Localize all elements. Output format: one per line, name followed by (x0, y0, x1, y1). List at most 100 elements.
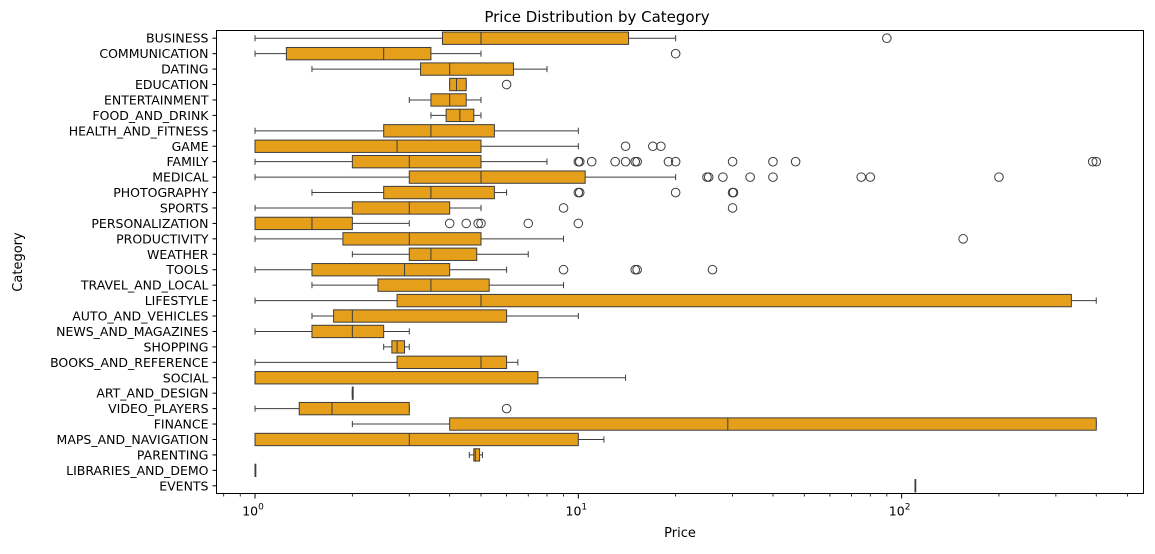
outlier-family (630, 156, 641, 167)
outlier-productivity (958, 234, 968, 244)
box-communication (285, 46, 432, 61)
outlier-sports (558, 203, 569, 213)
outlier-family (632, 156, 642, 167)
outlier-sports (727, 203, 738, 213)
box-business (441, 31, 630, 45)
outlier-family (1087, 156, 1098, 167)
category-label-game: GAME (172, 139, 209, 154)
outlier-tools (632, 264, 642, 275)
category-label-photography: PHOTOGRAPHY (113, 185, 209, 200)
category-label-libraries-and-demo: LIBRARIES_AND_DEMO (66, 463, 208, 478)
box-travel-and-local (377, 278, 490, 292)
box-video-players (298, 401, 410, 416)
outlier-medical (865, 172, 876, 182)
outlier-tools (558, 264, 569, 275)
category-label-entertainment: ENTERTAINMENT (104, 92, 209, 107)
box-social (254, 371, 539, 385)
outlier-family (768, 156, 778, 167)
y-axis-label: Category (11, 232, 26, 292)
outlier-video-players (501, 403, 512, 414)
outlier-business (882, 33, 892, 44)
outlier-photography (670, 187, 681, 198)
category-label-social: SOCIAL (163, 370, 209, 385)
outlier-family (727, 156, 738, 167)
outlier-family (586, 156, 597, 167)
box-game (254, 139, 482, 153)
category-label-video-players: VIDEO_PLAYERS (108, 401, 208, 416)
outlier-tools (630, 264, 641, 275)
outlier-personalization (461, 218, 472, 229)
category-label-books-and-reference: BOOKS_AND_REFERENCE (50, 355, 209, 370)
category-label-travel-and-local: TRAVEL_AND_LOCAL (80, 278, 209, 293)
x-axis-label: Price (664, 526, 696, 541)
outlier-medical (994, 172, 1004, 182)
outlier-personalization (444, 218, 455, 229)
outlier-medical (856, 172, 867, 182)
box-education (449, 77, 467, 92)
outlier-medical (718, 172, 728, 182)
plot-content: BUSINESSCOMMUNICATIONDATINGEDUCATIONENTE… (50, 31, 1128, 519)
outlier-family (574, 156, 585, 167)
plot-frame (216, 30, 1144, 494)
box-dating (420, 62, 514, 76)
category-label-personalization: PERSONALIZATION (91, 216, 208, 231)
box-tools (311, 263, 451, 277)
category-label-auto-and-vehicles: AUTO_AND_VEHICLES (72, 309, 208, 324)
outlier-communication (670, 48, 681, 59)
box-shopping (391, 340, 406, 354)
category-label-family: FAMILY (166, 154, 208, 169)
box-finance (449, 417, 1097, 431)
category-label-lifestyle: LIFESTYLE (145, 293, 209, 308)
x-tick-label: 100 (242, 503, 264, 519)
outlier-game (656, 141, 666, 152)
outlier-medical (703, 172, 714, 182)
outlier-family (620, 156, 631, 167)
category-label-events: EVENTS (159, 478, 208, 493)
outlier-family (663, 156, 674, 167)
outlier-personalization (476, 218, 486, 229)
category-label-maps-and-navigation: MAPS_AND_NAVIGATION (57, 432, 209, 447)
category-label-dating: DATING (161, 62, 208, 77)
category-label-art-and-design: ART_AND_DESIGN (96, 386, 208, 401)
box-medical (408, 170, 586, 184)
category-label-productivity: PRODUCTIVITY (116, 231, 209, 246)
box-weather (408, 247, 478, 261)
box-parenting (473, 448, 481, 462)
x-tick-label: 101 (566, 503, 588, 519)
outlier-personalization (523, 218, 534, 229)
outlier-photography (728, 187, 739, 198)
category-label-business: BUSINESS (146, 31, 209, 46)
box-maps-and-navigation (254, 432, 579, 447)
outlier-personalization (473, 218, 483, 229)
category-label-food-and-drink: FOOD_AND_DRINK (92, 108, 209, 123)
box-photography (383, 185, 495, 200)
outlier-family (610, 156, 620, 167)
box-personalization (254, 216, 353, 231)
outlier-medical (745, 172, 755, 182)
outlier-game (648, 141, 658, 152)
category-label-news-and-magazines: NEWS_AND_MAGAZINES (56, 324, 208, 339)
outlier-personalization (573, 218, 584, 229)
box-health-and-fitness (383, 124, 495, 138)
category-label-health-and-fitness: HEALTH_AND_FITNESS (69, 123, 209, 138)
category-label-medical: MEDICAL (152, 170, 208, 185)
box-entertainment (430, 93, 467, 107)
category-label-education: EDUCATION (135, 77, 209, 92)
outlier-tools (707, 264, 718, 275)
chart-title: Price Distribution by Category (484, 8, 709, 26)
x-tick-label: 102 (889, 503, 911, 519)
category-label-shopping: SHOPPING (144, 339, 209, 354)
category-label-communication: COMMUNICATION (99, 46, 208, 61)
box-family (351, 155, 482, 169)
box-productivity (342, 232, 482, 246)
box-books-and-reference (396, 355, 508, 369)
outlier-education (501, 79, 512, 90)
category-label-sports: SPORTS (160, 200, 209, 215)
outlier-family (1091, 156, 1102, 167)
category-label-tools: TOOLS (165, 262, 208, 277)
outlier-family (790, 156, 801, 167)
box-auto-and-vehicles (333, 309, 508, 323)
outlier-medical (768, 172, 778, 182)
